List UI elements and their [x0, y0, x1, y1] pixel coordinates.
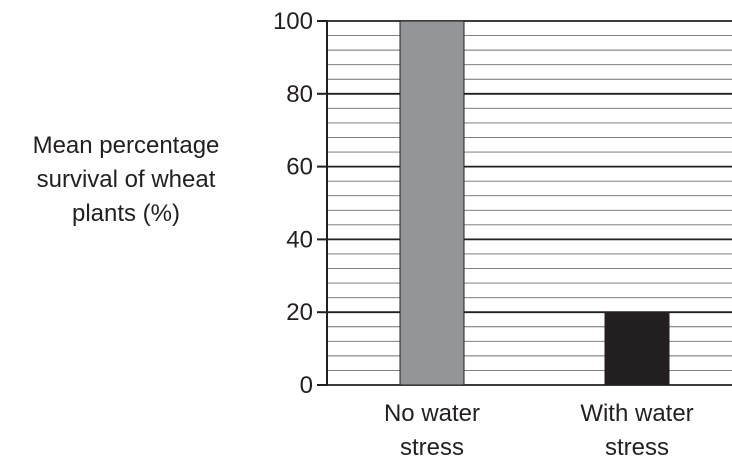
y-axis-title: Mean percentage survival of wheat plants (… [33, 132, 220, 227]
x-category-label-1: No water stress [384, 400, 480, 461]
bar-2 [604, 311, 670, 386]
x-category-labels: No water stress With water stress [384, 400, 694, 461]
y-tick-label: 80 [286, 81, 313, 108]
x-category-label-2: With water stress [580, 400, 693, 461]
bar-1 [399, 20, 465, 386]
y-tick-label: 40 [286, 226, 313, 253]
axes [317, 20, 328, 386]
y-tick-label: 20 [286, 299, 313, 326]
y-axis-label: Mean percentage survival of wheat plants (… [33, 132, 220, 227]
y-tick-label: 100 [273, 8, 313, 35]
y-tick-label: 60 [286, 154, 313, 181]
y-tick-labels: 0 20 40 60 80 100 [273, 8, 313, 399]
y-tick-label: 0 [300, 372, 313, 399]
bars [399, 20, 670, 386]
grid-lines [327, 20, 732, 386]
